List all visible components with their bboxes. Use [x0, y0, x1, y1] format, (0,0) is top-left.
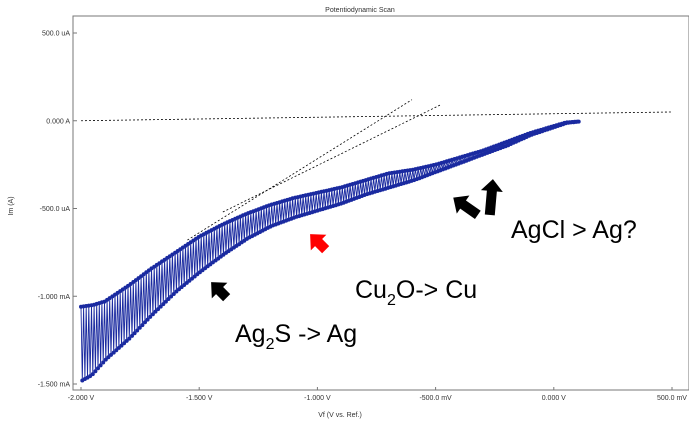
- y-axis-title: Im (A): [8, 196, 15, 215]
- data-point: [135, 328, 140, 333]
- data-point: [93, 369, 98, 374]
- chart-title: Potentiodynamic Scan: [325, 7, 395, 14]
- y-tick-label: 0.000 A: [46, 118, 70, 125]
- data-point: [137, 325, 142, 330]
- data-point: [103, 357, 108, 362]
- data-point: [153, 309, 158, 314]
- x-tick-label: -2.000 V: [68, 395, 95, 402]
- data-point: [576, 119, 581, 124]
- data-point: [96, 366, 100, 371]
- arrow-ag2s: [211, 282, 231, 302]
- axis-ticks: -2.000 V -1.500 V -1.000 V -500.0 mV 0.000 V…: [38, 31, 688, 403]
- x-tick-label: -1.500 V: [186, 395, 213, 402]
- data-point: [158, 304, 163, 309]
- x-tick-label: -1.000 V: [304, 395, 331, 402]
- data-point: [101, 360, 106, 365]
- data-point: [132, 331, 137, 336]
- data-point: [130, 333, 134, 338]
- plot-area: [72, 15, 689, 391]
- data-point: [90, 372, 95, 377]
- data-point: [192, 274, 197, 279]
- data-point: [169, 294, 174, 299]
- data-point: [150, 312, 155, 317]
- data-point: [190, 276, 194, 281]
- arrow-agcl-up: [480, 179, 503, 216]
- data-point: [106, 355, 111, 360]
- reference-line: [187, 99, 413, 241]
- x-axis-title: Vf (V vs. Ref.): [318, 412, 362, 419]
- y-tick-label: 500.0 uA: [42, 31, 70, 38]
- data-point: [127, 336, 132, 341]
- data-point: [119, 343, 124, 348]
- x-tick-label: 500.0 mV: [657, 395, 687, 402]
- reference-lines: [80, 99, 673, 241]
- reference-line: [222, 104, 441, 213]
- y-tick-label: -1.500 mA: [38, 382, 71, 389]
- annotation-cu2o: Cu2O-> Cu: [355, 276, 477, 309]
- series-line: [80, 121, 579, 381]
- data-point: [174, 289, 179, 294]
- data-point: [166, 297, 171, 301]
- data-point: [143, 320, 147, 325]
- data-point: [140, 323, 145, 328]
- arrow-agcl-left: [453, 195, 481, 219]
- data-point: [156, 307, 161, 312]
- data-point: [148, 314, 153, 319]
- data-point: [98, 363, 103, 368]
- annotation-ag2s: Ag2S -> Ag: [235, 320, 357, 353]
- x-tick-label: -500.0 mV: [419, 395, 452, 402]
- data-trace: [79, 119, 581, 383]
- data-point: [116, 345, 121, 350]
- y-tick-label: -500.0 uA: [40, 206, 71, 213]
- annotation-agcl: AgCl > Ag?: [511, 216, 637, 244]
- data-point: [111, 350, 116, 355]
- data-point: [171, 292, 176, 296]
- x-tick-label: 0.000 V: [542, 395, 566, 402]
- data-point: [109, 352, 113, 357]
- data-point: [114, 348, 119, 353]
- data-point: [145, 317, 150, 322]
- data-point: [122, 341, 127, 346]
- y-tick-label: -1.000 mA: [38, 294, 71, 301]
- arrow-cu2o: [310, 234, 330, 254]
- data-point: [163, 299, 168, 304]
- data-point: [124, 338, 129, 343]
- data-point: [161, 302, 166, 307]
- reference-line: [80, 111, 673, 122]
